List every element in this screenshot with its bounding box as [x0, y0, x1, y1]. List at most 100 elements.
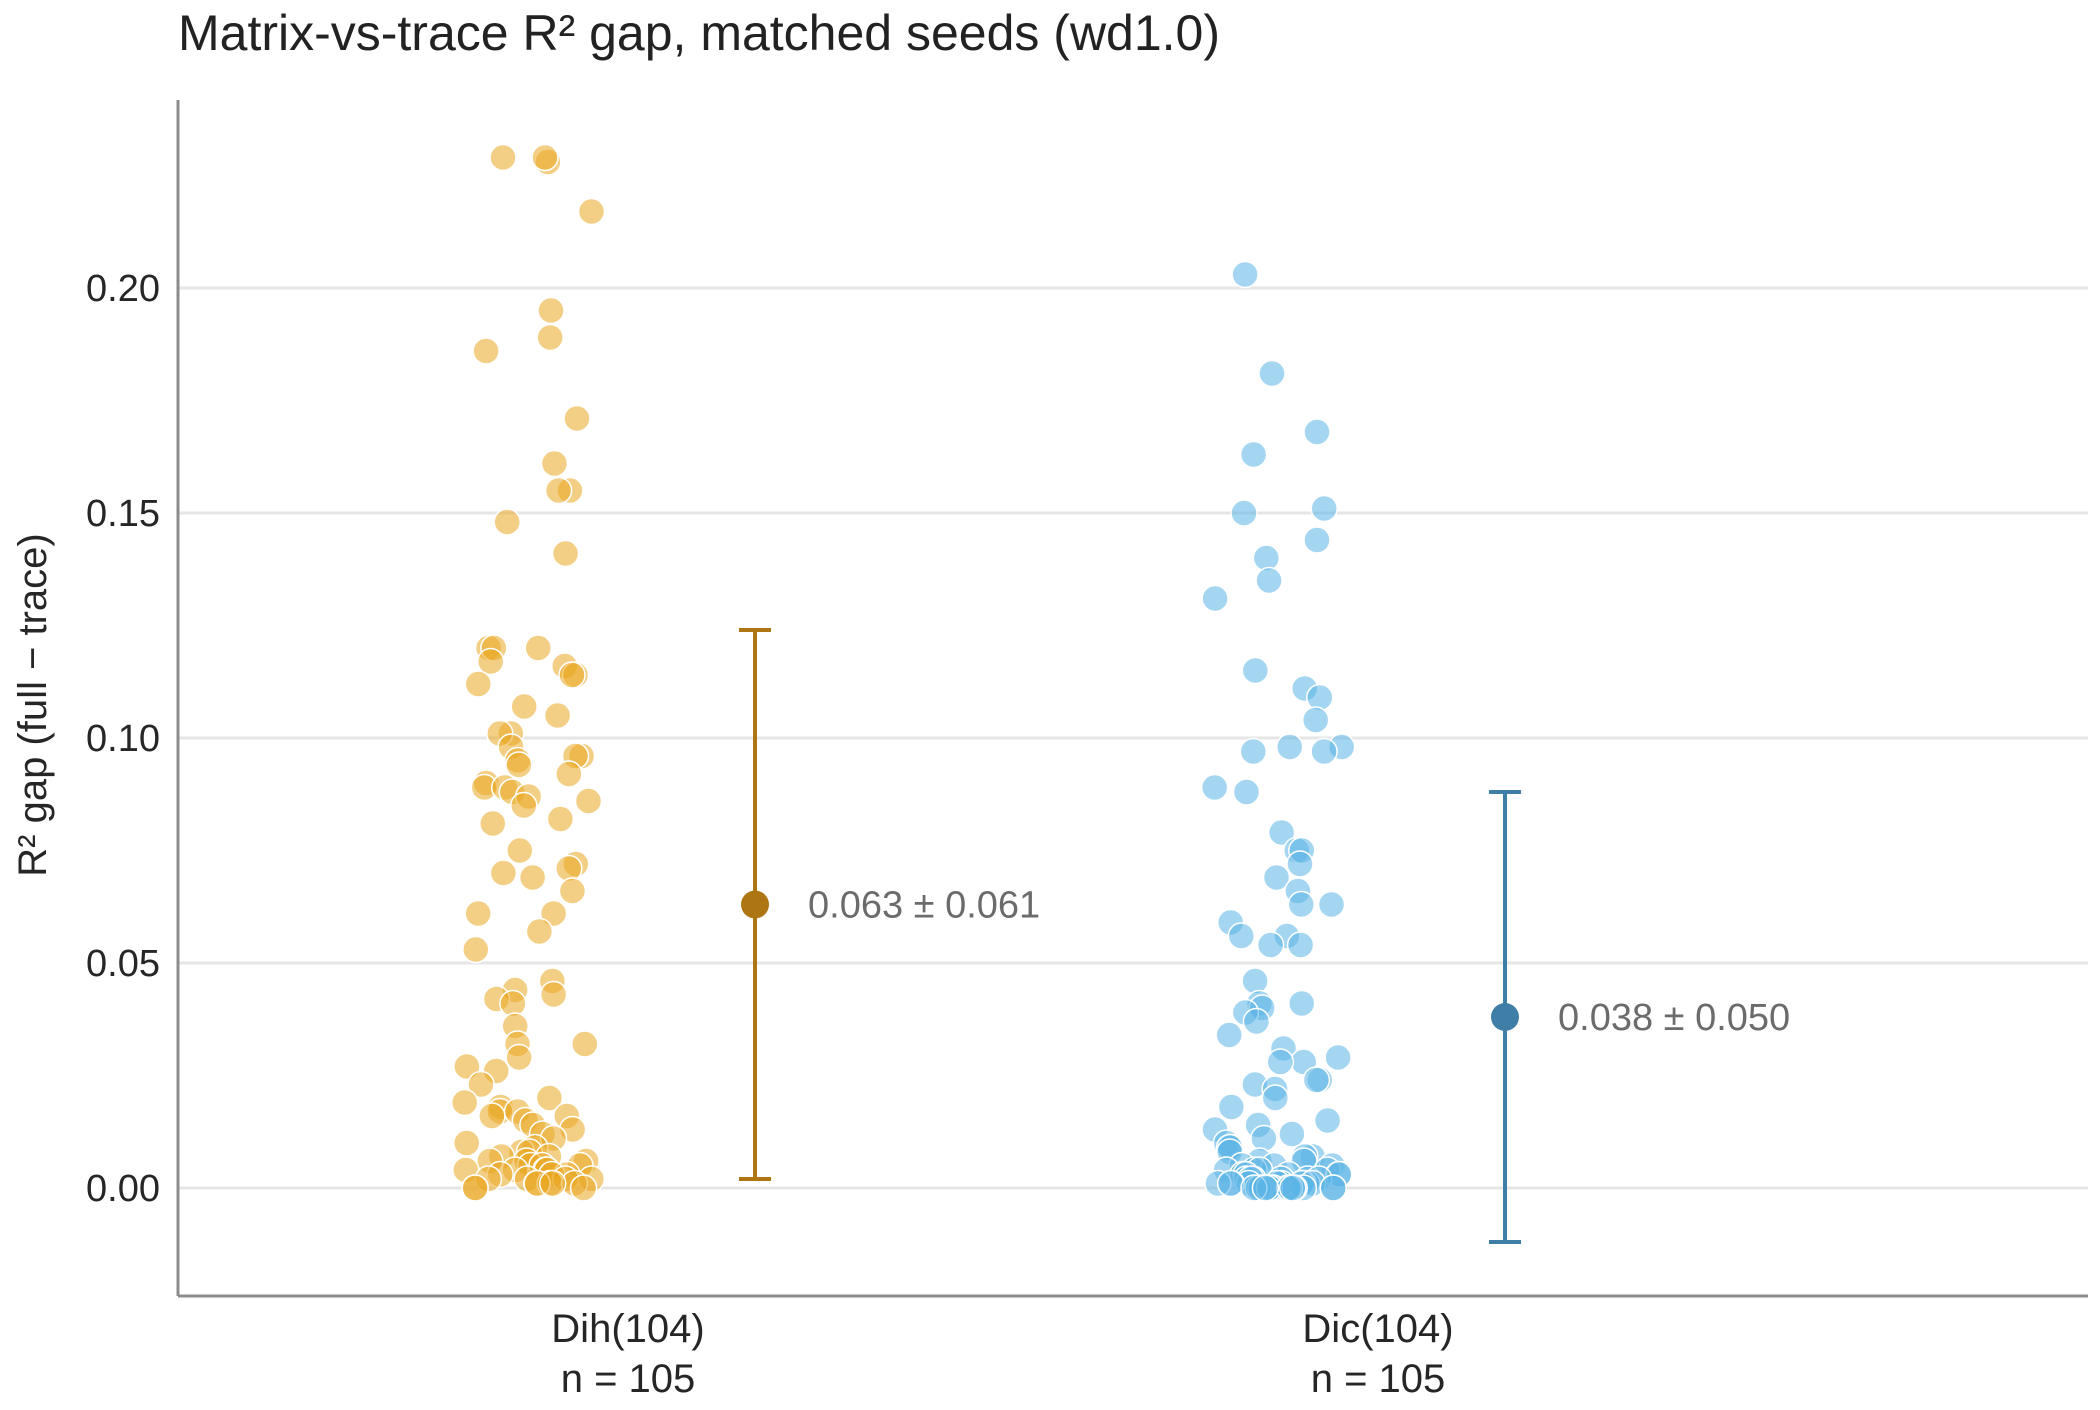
data-point — [1239, 440, 1268, 469]
data-point — [1319, 1174, 1347, 1202]
data-point — [461, 1174, 489, 1202]
chart-title: Matrix-vs-trace R² gap, matched seeds (w… — [178, 5, 1220, 61]
data-point — [493, 508, 521, 536]
data-point — [1241, 656, 1270, 685]
data-point — [524, 634, 552, 662]
x-category-count: n = 105 — [1311, 1357, 1446, 1401]
data-point — [555, 854, 583, 883]
data-point — [540, 449, 569, 478]
data-point — [535, 1084, 564, 1112]
data-point — [453, 1052, 481, 1081]
data-point — [1303, 526, 1331, 554]
data-point — [1310, 494, 1338, 523]
data-point — [539, 899, 568, 928]
data-point — [551, 539, 580, 568]
data-point — [464, 899, 492, 928]
data-point — [558, 877, 587, 905]
mean-marker — [1491, 1003, 1519, 1031]
data-point — [1232, 778, 1261, 806]
data-point — [1250, 1124, 1278, 1153]
data-point — [1287, 890, 1316, 919]
data-point — [569, 1174, 598, 1202]
data-point — [1258, 359, 1286, 388]
x-category-labels: Dih(104) n = 105 Dic(104) n = 105 — [551, 1307, 1453, 1401]
data-point — [1306, 683, 1334, 712]
data-point — [489, 859, 518, 887]
data-point — [1242, 1007, 1271, 1036]
data-point — [467, 1070, 495, 1099]
data-point — [1261, 1084, 1290, 1112]
data-point — [489, 143, 517, 172]
data-point — [539, 980, 568, 1009]
data-point — [1287, 989, 1316, 1018]
data-point — [1310, 737, 1338, 766]
data-point — [538, 1169, 567, 1198]
data-point — [1262, 863, 1291, 892]
data-point — [472, 337, 500, 365]
data-point — [479, 809, 507, 838]
data-point — [544, 476, 573, 505]
data-point — [1286, 931, 1315, 959]
data-point — [1275, 733, 1304, 761]
data-point — [1230, 499, 1258, 527]
data-point — [452, 1129, 481, 1157]
y-tick-label: 0.00 — [86, 1168, 160, 1210]
data-point — [1227, 922, 1256, 950]
data-point — [574, 787, 603, 815]
data-point — [1278, 1120, 1306, 1148]
data-point — [1255, 566, 1283, 595]
data-point — [525, 917, 554, 946]
data-points — [450, 143, 1356, 1202]
x-category-label: Dic(104) — [1302, 1307, 1453, 1351]
mean-marker — [741, 890, 769, 919]
data-point — [1241, 967, 1269, 995]
data-point — [1231, 260, 1259, 289]
data-point — [1200, 773, 1229, 802]
data-point — [450, 1088, 479, 1117]
data-point — [462, 935, 490, 964]
data-point — [478, 1102, 506, 1130]
data-point — [1317, 890, 1346, 919]
data-point — [558, 661, 586, 689]
data-point — [1302, 1066, 1331, 1094]
data-point — [1251, 1174, 1280, 1202]
data-point — [505, 751, 533, 779]
data-point — [1301, 706, 1330, 734]
y-tick-label: 0.05 — [86, 943, 160, 985]
data-point — [510, 791, 538, 820]
x-category-label: Dih(104) — [551, 1307, 704, 1351]
y-axis-title: R² gap (full − trace) — [11, 533, 55, 876]
data-point — [1256, 931, 1285, 959]
data-point — [1216, 1169, 1245, 1198]
data-point — [577, 197, 606, 226]
data-point — [1217, 1093, 1246, 1121]
data-point — [1313, 1106, 1342, 1135]
summary-markers: 0.063 ± 0.061 0.038 ± 0.050 — [739, 628, 1790, 1244]
data-point — [505, 1043, 533, 1072]
data-point — [1201, 584, 1229, 613]
data-point — [1324, 1043, 1352, 1072]
data-point — [571, 1030, 599, 1058]
data-point — [1267, 818, 1296, 847]
data-point — [563, 404, 591, 433]
y-tick-label: 0.15 — [86, 493, 160, 535]
data-point — [536, 323, 564, 352]
data-point — [1266, 1048, 1295, 1076]
data-point — [464, 670, 493, 698]
data-point — [1278, 1174, 1307, 1202]
data-point — [555, 760, 583, 788]
data-point — [1239, 737, 1268, 766]
data-point — [506, 836, 534, 865]
data-point — [531, 143, 559, 172]
y-tick-label: 0.20 — [86, 268, 160, 310]
y-tick-labels: 0.00 0.05 0.10 0.15 0.20 — [86, 268, 160, 1210]
y-tick-label: 0.10 — [86, 718, 160, 760]
data-point — [537, 296, 565, 325]
data-point — [1286, 850, 1314, 878]
data-point — [546, 805, 575, 833]
data-point — [543, 701, 572, 730]
x-category-count: n = 105 — [561, 1357, 696, 1401]
summary-label: 0.038 ± 0.050 — [1558, 997, 1790, 1039]
data-point — [510, 692, 538, 721]
